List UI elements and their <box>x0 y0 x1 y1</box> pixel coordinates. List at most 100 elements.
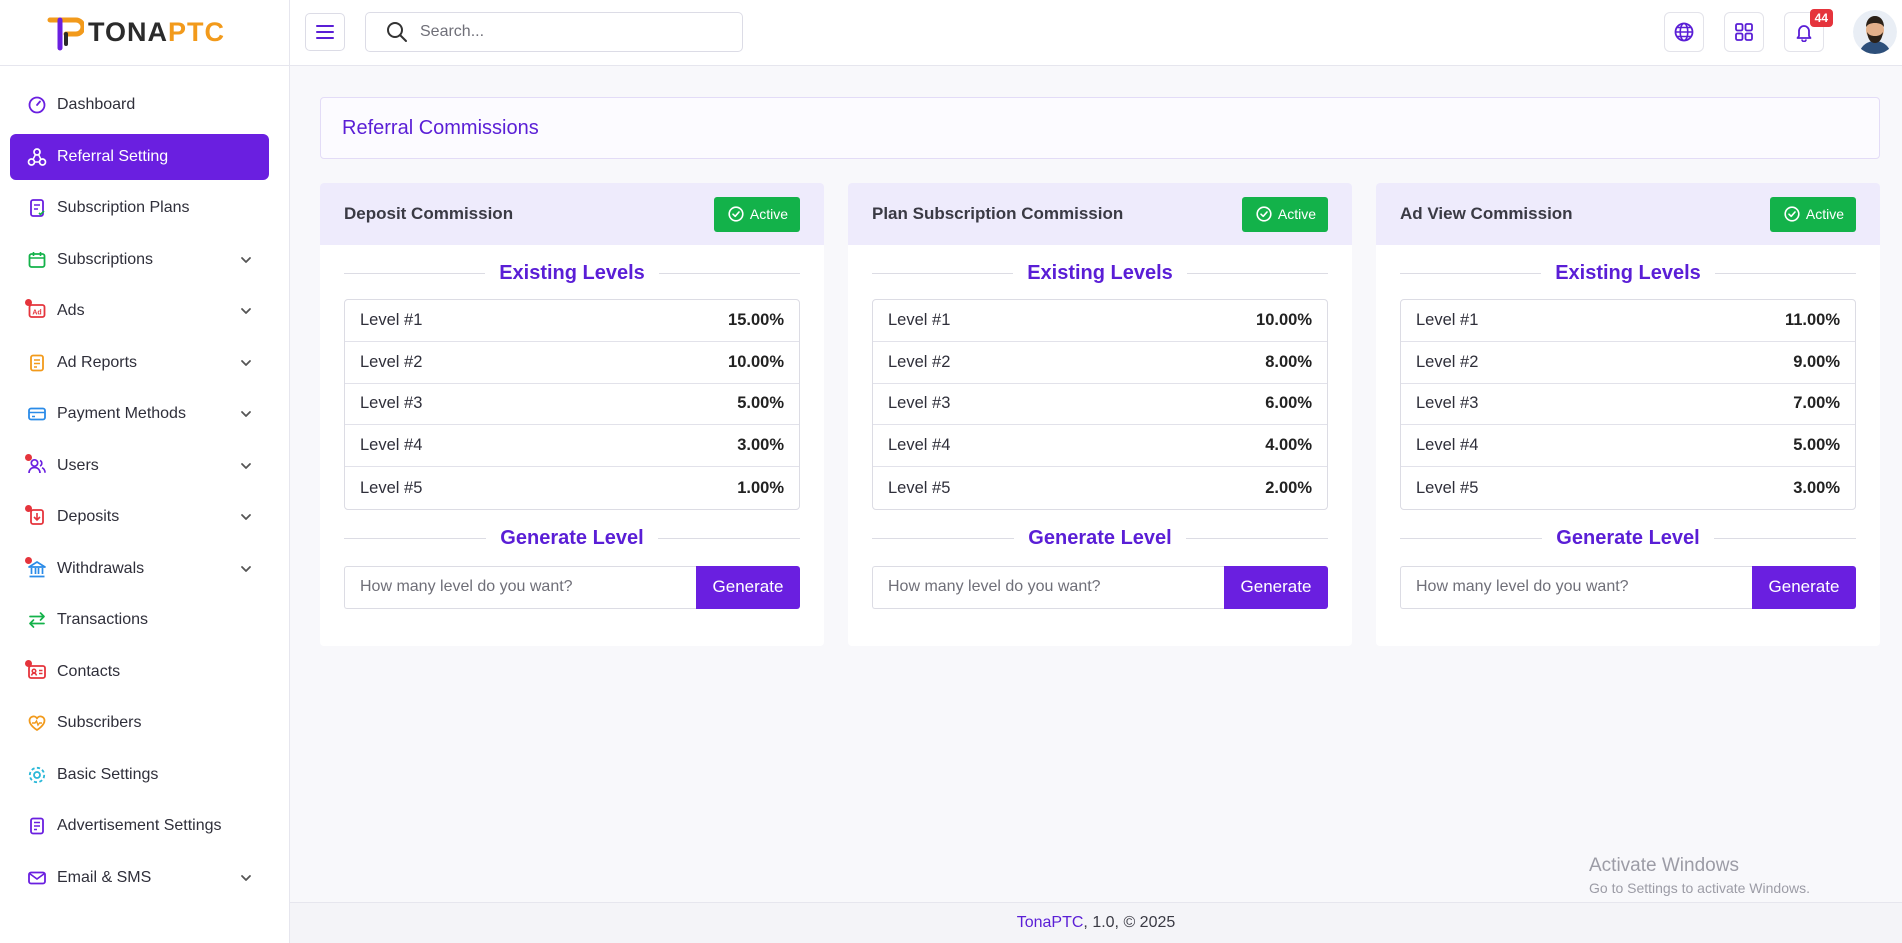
chevron-down-icon[interactable] <box>239 510 253 524</box>
sidebar-item-subscription-plans[interactable]: Subscription Plans <box>10 185 269 231</box>
windows-activation-watermark: Activate Windows Go to Settings to activ… <box>1589 855 1810 896</box>
search-input[interactable] <box>420 23 720 41</box>
dashboard-icon <box>27 95 47 115</box>
level-label: Level #5 <box>1416 478 1479 497</box>
commission-card: Ad View Commission Active Existing Level… <box>1376 183 1880 646</box>
apps-button[interactable] <box>1724 12 1764 52</box>
notifications-button[interactable]: 44 <box>1784 9 1833 52</box>
existing-levels-heading: Existing Levels <box>872 262 1328 285</box>
status-badge[interactable]: Active <box>1241 196 1328 232</box>
withdrawals-icon <box>27 559 47 579</box>
level-row: Level #1 10.00% <box>873 300 1327 342</box>
logo[interactable]: TONAPTC <box>0 0 289 66</box>
card-title: Ad View Commission <box>1400 204 1573 223</box>
language-button[interactable] <box>1664 12 1704 52</box>
sidebar-item-label: Subscription Plans <box>57 199 190 216</box>
commission-card: Deposit Commission Active Existing Level… <box>320 183 824 646</box>
generate-button[interactable]: Generate <box>1224 565 1328 609</box>
bell-icon <box>1796 25 1812 42</box>
levels-list: Level #1 10.00% Level #2 8.00% Level #3 … <box>872 299 1328 510</box>
sidebar-item-dashboard[interactable]: Dashboard <box>10 82 269 128</box>
sidebar-item-payment-methods[interactable]: Payment Methods <box>10 391 269 437</box>
page-title-card: Referral Commissions <box>320 97 1880 159</box>
level-percentage: 8.00% <box>1265 352 1312 371</box>
level-row: Level #4 5.00% <box>1401 425 1855 468</box>
ad-settings-icon <box>27 816 47 836</box>
sidebar-nav: Dashboard Referral Setting Subscription Pl… <box>0 66 289 901</box>
alert-dot <box>25 299 32 306</box>
sidebar-item-ad-reports[interactable]: Ad Reports <box>10 340 269 386</box>
level-label: Level #1 <box>1416 310 1479 329</box>
level-count-input[interactable] <box>1400 565 1752 609</box>
card-title: Deposit Commission <box>344 204 514 223</box>
level-row: Level #2 9.00% <box>1401 342 1855 384</box>
menu-toggle-button[interactable] <box>305 13 345 51</box>
referral-icon <box>27 147 47 167</box>
level-percentage: 10.00% <box>728 352 784 371</box>
sidebar: TONAPTC Dashboard Referral Setting Subscri… <box>0 0 290 943</box>
ad-reports-icon <box>27 353 47 373</box>
sidebar-item-ads[interactable]: Ad Ads <box>10 288 269 334</box>
level-label: Level #4 <box>360 436 423 455</box>
alert-dot <box>25 505 32 512</box>
card-header: Plan Subscription Commission Active <box>848 183 1352 245</box>
chevron-down-icon[interactable] <box>239 356 253 370</box>
generate-button[interactable]: Generate <box>696 565 800 609</box>
svg-text:Ad: Ad <box>32 310 41 317</box>
section-title: Existing Levels <box>1027 262 1173 284</box>
chevron-down-icon[interactable] <box>239 304 253 318</box>
generate-button[interactable]: Generate <box>1752 565 1856 609</box>
section-title: Existing Levels <box>1555 262 1701 284</box>
sidebar-item-transactions[interactable]: Transactions <box>10 597 269 643</box>
deposits-icon <box>27 507 47 527</box>
sidebar-item-email-sms[interactable]: Email & SMS <box>10 855 269 901</box>
level-label: Level #5 <box>888 478 951 497</box>
sidebar-item-basic-settings[interactable]: Basic Settings <box>10 752 269 798</box>
sidebar-item-referral-setting[interactable]: Referral Setting <box>10 133 269 180</box>
level-count-input[interactable] <box>344 565 696 609</box>
generate-level-heading: Generate Level <box>1400 526 1857 550</box>
level-percentage: 6.00% <box>1265 394 1312 413</box>
sidebar-item-withdrawals[interactable]: Withdrawals <box>10 546 269 592</box>
logo-mark-icon <box>46 14 86 52</box>
sidebar-item-label: Transactions <box>57 611 148 628</box>
level-percentage: 9.00% <box>1793 352 1840 371</box>
chevron-down-icon[interactable] <box>239 253 253 267</box>
status-badge[interactable]: Active <box>713 196 800 232</box>
subscribers-icon <box>27 713 47 733</box>
level-row: Level #4 3.00% <box>345 425 799 468</box>
status-badge[interactable]: Active <box>1769 196 1856 232</box>
level-row: Level #5 3.00% <box>1401 467 1855 509</box>
sidebar-item-subscriptions[interactable]: Subscriptions <box>10 237 269 283</box>
sidebar-item-subscribers[interactable]: Subscribers <box>10 700 269 746</box>
level-row: Level #5 1.00% <box>345 467 799 509</box>
footer-brand: TonaPTC <box>1016 914 1084 931</box>
sidebar-item-advertisement-settings[interactable]: Advertisement Settings <box>10 803 269 849</box>
chevron-down-icon[interactable] <box>239 459 253 473</box>
sidebar-item-label: Referral Setting <box>57 147 169 165</box>
level-row: Level #2 10.00% <box>345 342 799 384</box>
section-title: Generate Level <box>1556 526 1700 549</box>
chevron-down-icon[interactable] <box>239 407 253 421</box>
level-label: Level #1 <box>888 310 951 329</box>
sidebar-item-label: Ads <box>57 302 85 319</box>
level-percentage: 4.00% <box>1265 436 1312 455</box>
commission-card: Plan Subscription Commission Active Exis… <box>848 183 1352 646</box>
level-label: Level #5 <box>360 478 423 497</box>
sidebar-item-contacts[interactable]: Contacts <box>10 649 269 695</box>
user-avatar[interactable] <box>1853 10 1897 54</box>
grid-icon <box>1735 23 1753 41</box>
chevron-down-icon[interactable] <box>239 562 253 576</box>
level-label: Level #4 <box>1416 436 1479 455</box>
level-percentage: 11.00% <box>1784 310 1840 329</box>
level-percentage: 7.00% <box>1793 394 1840 413</box>
sidebar-item-users[interactable]: Users <box>10 443 269 489</box>
globe-icon <box>1674 22 1694 42</box>
logo-text: TONAPTC <box>88 17 226 47</box>
subscriptions-icon <box>27 250 47 270</box>
sidebar-item-label: Email & SMS <box>57 868 152 886</box>
chevron-down-icon[interactable] <box>239 871 253 885</box>
card-header: Ad View Commission Active <box>1376 183 1880 245</box>
sidebar-item-deposits[interactable]: Deposits <box>10 494 269 540</box>
level-count-input[interactable] <box>872 565 1224 609</box>
